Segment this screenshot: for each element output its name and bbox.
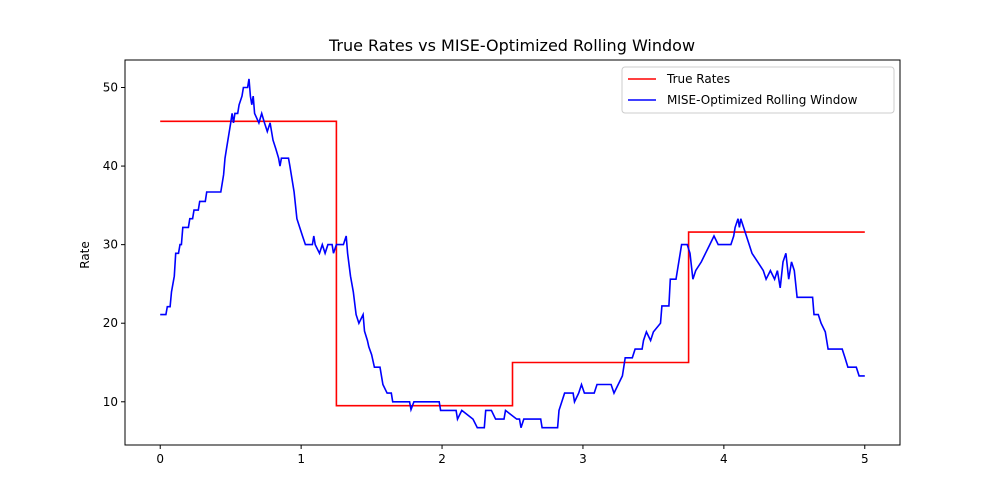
x-tick-label: 5 (861, 452, 869, 466)
y-axis-label: Rate (78, 241, 92, 269)
plot-frame (124, 59, 901, 446)
legend-label: True Rates (666, 72, 730, 86)
y-tick-label: 40 (103, 159, 118, 173)
x-axis: 0 1 2 3 4 5 (156, 445, 869, 466)
plot-lines (160, 78, 865, 429)
x-tick-label: 0 (156, 452, 164, 466)
x-tick-label: 3 (579, 452, 587, 466)
x-tick-label: 4 (720, 452, 728, 466)
y-tick-label: 50 (103, 81, 118, 95)
legend-box (621, 66, 895, 114)
y-tick-label: 30 (103, 238, 118, 252)
y-tick-label: 20 (103, 316, 118, 330)
series-line-mise-optimized-rolling-window (160, 78, 865, 429)
x-tick-label: 2 (438, 452, 446, 466)
y-axis: 10 20 30 40 50 (103, 81, 125, 409)
legend-label: MISE-Optimized Rolling Window (667, 93, 858, 107)
legend: True Rates MISE-Optimized Rolling Window (621, 66, 895, 114)
x-tick-label: 1 (297, 452, 305, 466)
series-line-true-rates (160, 120, 865, 407)
y-tick-label: 10 (103, 395, 118, 409)
chart-title: True Rates vs MISE-Optimized Rolling Win… (328, 36, 695, 55)
